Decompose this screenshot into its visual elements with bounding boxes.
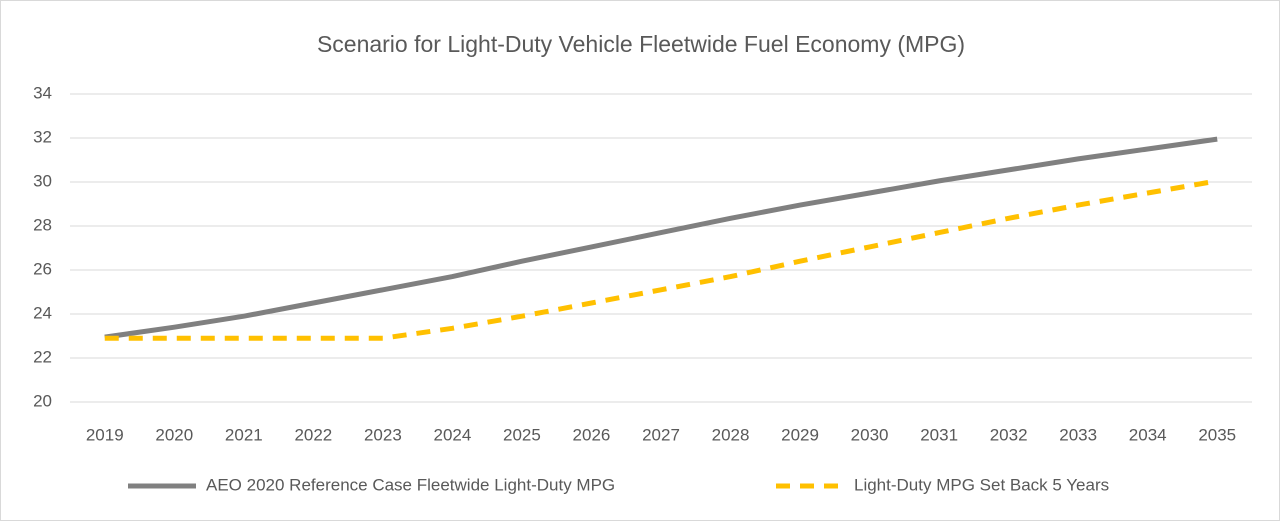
y-tick-label: 22 bbox=[33, 347, 52, 366]
x-tick-label: 2023 bbox=[364, 425, 402, 444]
y-tick-label: 30 bbox=[33, 171, 52, 190]
chart-title: Scenario for Light-Duty Vehicle Fleetwid… bbox=[317, 31, 965, 57]
x-tick-label: 2019 bbox=[86, 425, 124, 444]
x-tick-label: 2030 bbox=[851, 425, 889, 444]
x-tick-label: 2034 bbox=[1129, 425, 1167, 444]
x-tick-label: 2032 bbox=[990, 425, 1028, 444]
x-tick-label: 2028 bbox=[712, 425, 750, 444]
legend-label: Light-Duty MPG Set Back 5 Years bbox=[854, 475, 1109, 494]
x-tick-label: 2031 bbox=[920, 425, 958, 444]
x-tick-label: 2020 bbox=[155, 425, 193, 444]
x-tick-label: 2021 bbox=[225, 425, 263, 444]
series-line bbox=[104, 136, 1218, 340]
x-tick-label: 2025 bbox=[503, 425, 541, 444]
x-tick-label: 2033 bbox=[1059, 425, 1097, 444]
x-tick-label: 2027 bbox=[642, 425, 680, 444]
series-line bbox=[104, 178, 1218, 341]
x-tick-label: 2022 bbox=[294, 425, 332, 444]
y-tick-label: 20 bbox=[33, 391, 52, 410]
x-tick-label: 2024 bbox=[433, 425, 471, 444]
y-tick-label: 26 bbox=[33, 259, 52, 278]
x-tick-label: 2029 bbox=[781, 425, 819, 444]
y-tick-label: 32 bbox=[33, 127, 52, 146]
x-tick-label: 2026 bbox=[573, 425, 611, 444]
legend-label: AEO 2020 Reference Case Fleetwide Light-… bbox=[206, 475, 615, 494]
x-tick-label: 2035 bbox=[1198, 425, 1236, 444]
y-tick-label: 34 bbox=[33, 83, 52, 102]
y-tick-label: 28 bbox=[33, 215, 52, 234]
y-tick-label: 24 bbox=[33, 303, 52, 322]
